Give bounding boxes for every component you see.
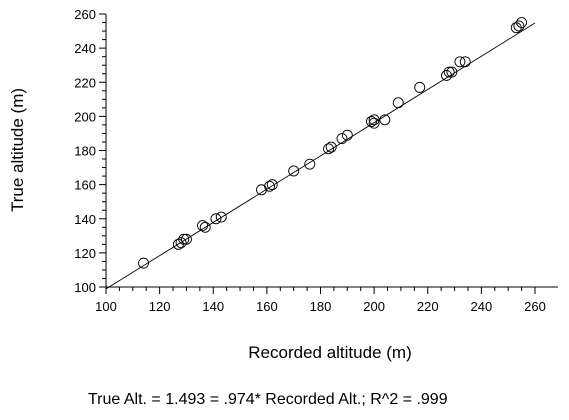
y-tick-label: 160: [74, 178, 96, 193]
data-point: [215, 211, 227, 223]
x-tick-label: 140: [202, 299, 224, 314]
x-tick-label: 180: [310, 299, 332, 314]
y-axis-title: True altitude (m): [8, 88, 27, 212]
x-tick-label: 100: [95, 299, 117, 314]
data-point: [459, 56, 471, 68]
y-tick-label: 120: [74, 246, 96, 261]
data-point: [365, 116, 377, 127]
data-point: [368, 117, 380, 129]
x-tick-label: 120: [149, 299, 171, 314]
data-point: [516, 17, 528, 28]
data-point: [175, 237, 187, 249]
data-point: [446, 66, 458, 78]
data-points: [138, 17, 528, 269]
data-point: [256, 184, 267, 196]
y-tick-label: 140: [74, 212, 96, 227]
data-point: [266, 179, 278, 191]
data-point: [178, 233, 190, 245]
data-point: [368, 114, 380, 126]
y-tick-label: 240: [74, 41, 96, 56]
regression-caption: True Alt. = 1.493 = .974* Recorded Alt.;…: [88, 391, 448, 408]
data-point: [197, 220, 208, 232]
data-point: [304, 158, 316, 170]
x-tick-label: 240: [471, 299, 493, 314]
data-point: [180, 233, 192, 245]
y-tick-label: 260: [74, 7, 96, 22]
data-point: [323, 143, 334, 155]
scatter-plot: 100 120 140 160 180 200 220 240 260 100 120 140 160…: [8, 7, 558, 362]
regression-line: [105, 22, 536, 290]
y-tick-label: 180: [74, 144, 96, 159]
x-tick-label: 160: [256, 299, 278, 314]
data-point: [443, 66, 455, 78]
data-point: [392, 97, 404, 109]
data-point: [379, 114, 391, 126]
data-point: [414, 81, 426, 93]
data-point: [210, 213, 222, 225]
data-point: [341, 129, 353, 141]
x-axis-title: Recorded altitude (m): [248, 343, 411, 362]
y-tick-label: 220: [74, 75, 96, 90]
data-point: [138, 257, 149, 269]
y-tick-label: 100: [74, 280, 96, 295]
data-point: [199, 221, 211, 233]
data-point: [441, 69, 452, 81]
data-point: [513, 20, 525, 32]
data-point: [336, 133, 348, 145]
data-point: [454, 56, 466, 68]
data-point: [288, 165, 300, 177]
y-axis-ticks: 100 120 140 160 180 200 220 240 260: [74, 7, 106, 295]
x-tick-label: 200: [363, 299, 385, 314]
x-tick-label: 260: [524, 299, 546, 314]
data-point: [264, 180, 276, 192]
data-point: [325, 141, 337, 153]
y-tick-label: 200: [74, 109, 96, 124]
x-axis-ticks: 100 120 140 160 180 200 220 240 260: [95, 287, 546, 314]
x-tick-label: 220: [417, 299, 439, 314]
